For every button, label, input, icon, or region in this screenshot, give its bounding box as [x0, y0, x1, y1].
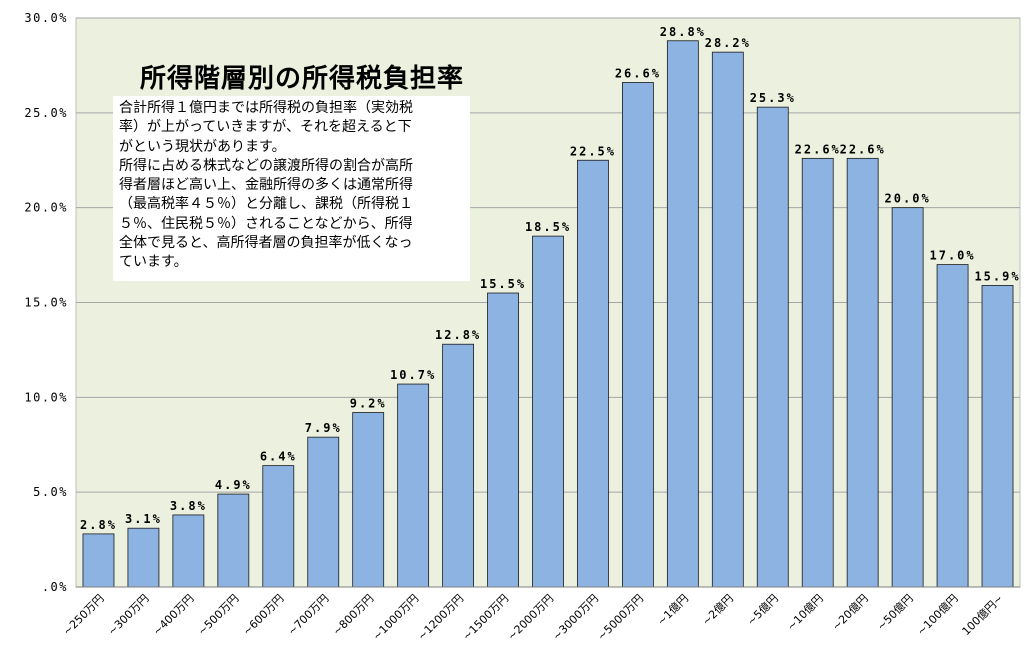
bars	[82, 40, 1014, 588]
annotation-line: （最高税率４５％）と分離し、課税（所得税１	[119, 196, 413, 213]
bar	[487, 292, 519, 588]
data-label: 26.6%	[615, 66, 661, 80]
x-tick-label: ~1500万円	[460, 592, 511, 643]
data-label: 28.8%	[660, 25, 706, 39]
x-tick-label: ~3000万円	[550, 592, 601, 643]
bar	[217, 493, 250, 588]
y-tick-label: 10.0%	[24, 390, 68, 404]
data-label: 22.6%	[795, 142, 841, 156]
data-label: 20.0%	[885, 192, 931, 206]
data-labels: 2.8% 3.1% 3.8% 4.9% 6.4% 7.9% 9.2% 10.7% 12.8% 15…	[80, 25, 1020, 532]
bar	[577, 159, 609, 588]
x-tick-label: ~700万円	[285, 592, 331, 638]
bar	[352, 412, 385, 588]
x-tick-label: ~1000万円	[370, 592, 421, 643]
chart-title: 所得階層別の所得税負担率	[140, 64, 465, 94]
annotation-line: ５％、住民税５％）されることなどから、所得	[119, 215, 413, 232]
y-tick-label: 30.0%	[24, 11, 68, 25]
x-tick-label: ~1億円	[655, 592, 691, 628]
x-tick-label: ~20億円	[830, 592, 871, 633]
y-tick-label: 15.0%	[24, 296, 68, 310]
bar	[666, 40, 699, 588]
data-label: 3.1%	[125, 512, 162, 526]
x-tick-label: ~5億円	[745, 592, 781, 628]
annotation-line: 合計所得１億円までは所得税の負担率（実効税	[119, 100, 413, 116]
data-label: 28.2%	[705, 36, 751, 50]
bar	[262, 465, 295, 588]
bar	[397, 383, 430, 588]
y-tick-label: 25.0%	[24, 106, 68, 120]
data-label: 3.8%	[170, 499, 207, 513]
x-tick-label: ~5000万円	[595, 592, 646, 643]
data-label: 15.9%	[974, 269, 1020, 283]
x-tick-label: ~100億円	[915, 592, 961, 638]
y-tick-label: 20.0%	[24, 201, 68, 215]
x-tick-label: ~1200万円	[415, 592, 466, 643]
bar	[532, 235, 564, 588]
x-tick-label: ~300万円	[105, 592, 151, 638]
annotation-box: 合計所得１億円までは所得税の負担率（実効税 率）が上がっていきますが、それを超える…	[113, 96, 470, 281]
data-label: 2.8%	[80, 518, 117, 532]
data-label: 7.9%	[305, 421, 342, 435]
data-label: 22.6%	[840, 142, 886, 156]
annotation-line: 所得に占める株式などの譲渡所得の割合が高所	[119, 157, 413, 174]
x-tick-label: ~400万円	[150, 592, 196, 638]
annotation-line: 率）が上がっていきますが、それを超えると下	[119, 119, 412, 136]
x-tick-label: ~600万円	[240, 592, 286, 638]
data-label: 17.0%	[930, 249, 976, 263]
bar	[981, 285, 1014, 588]
bar	[756, 106, 789, 588]
bar	[936, 264, 969, 588]
bar	[307, 436, 340, 588]
annotation-line: がという現状があります。	[119, 138, 286, 155]
y-tick-label: 5.0%	[33, 485, 68, 499]
x-tick-label: ~800万円	[330, 592, 376, 638]
bar	[82, 533, 115, 588]
x-tick-label: ~250万円	[60, 592, 106, 638]
bar	[801, 157, 834, 588]
x-tick-label: ~500万円	[195, 592, 241, 638]
x-tick-label: ~2億円	[700, 592, 736, 628]
data-label: 25.3%	[750, 91, 796, 105]
x-tick-label: ~10億円	[785, 592, 826, 633]
data-label: 18.5%	[525, 220, 571, 234]
data-label: 22.5%	[570, 144, 616, 158]
y-axis-tick-labels: .0% 5.0% 10.0% 15.0% 20.0% 25.0% 30.0%	[24, 11, 68, 594]
annotation-line: ています。	[119, 254, 188, 271]
y-tick-label: .0%	[42, 580, 68, 594]
x-tick-label: ~50億円	[875, 592, 916, 633]
annotation-line: 得者層ほど高い上、金融所得の多くは通常所得	[119, 177, 413, 194]
data-label: 15.5%	[480, 277, 526, 291]
annotation-line: 全体で見ると、高所得者層の負担率が低くなっ	[119, 235, 413, 252]
data-label: 9.2%	[350, 397, 387, 411]
bar	[846, 157, 879, 588]
data-label: 4.9%	[215, 478, 252, 492]
bar	[127, 527, 160, 588]
x-axis-tick-labels: ~250万円~300万円~400万円~500万円~600万円~700万円~800…	[60, 592, 1005, 643]
bar	[442, 343, 475, 588]
x-tick-label: 100億円~	[960, 592, 1006, 638]
data-label: 6.4%	[260, 450, 297, 464]
data-label: 10.7%	[390, 368, 436, 382]
data-label: 12.8%	[435, 328, 481, 342]
bar	[172, 514, 205, 588]
bar	[711, 51, 744, 588]
bar	[891, 207, 924, 588]
x-tick-label: ~2000万円	[505, 592, 556, 643]
bar	[621, 82, 654, 588]
